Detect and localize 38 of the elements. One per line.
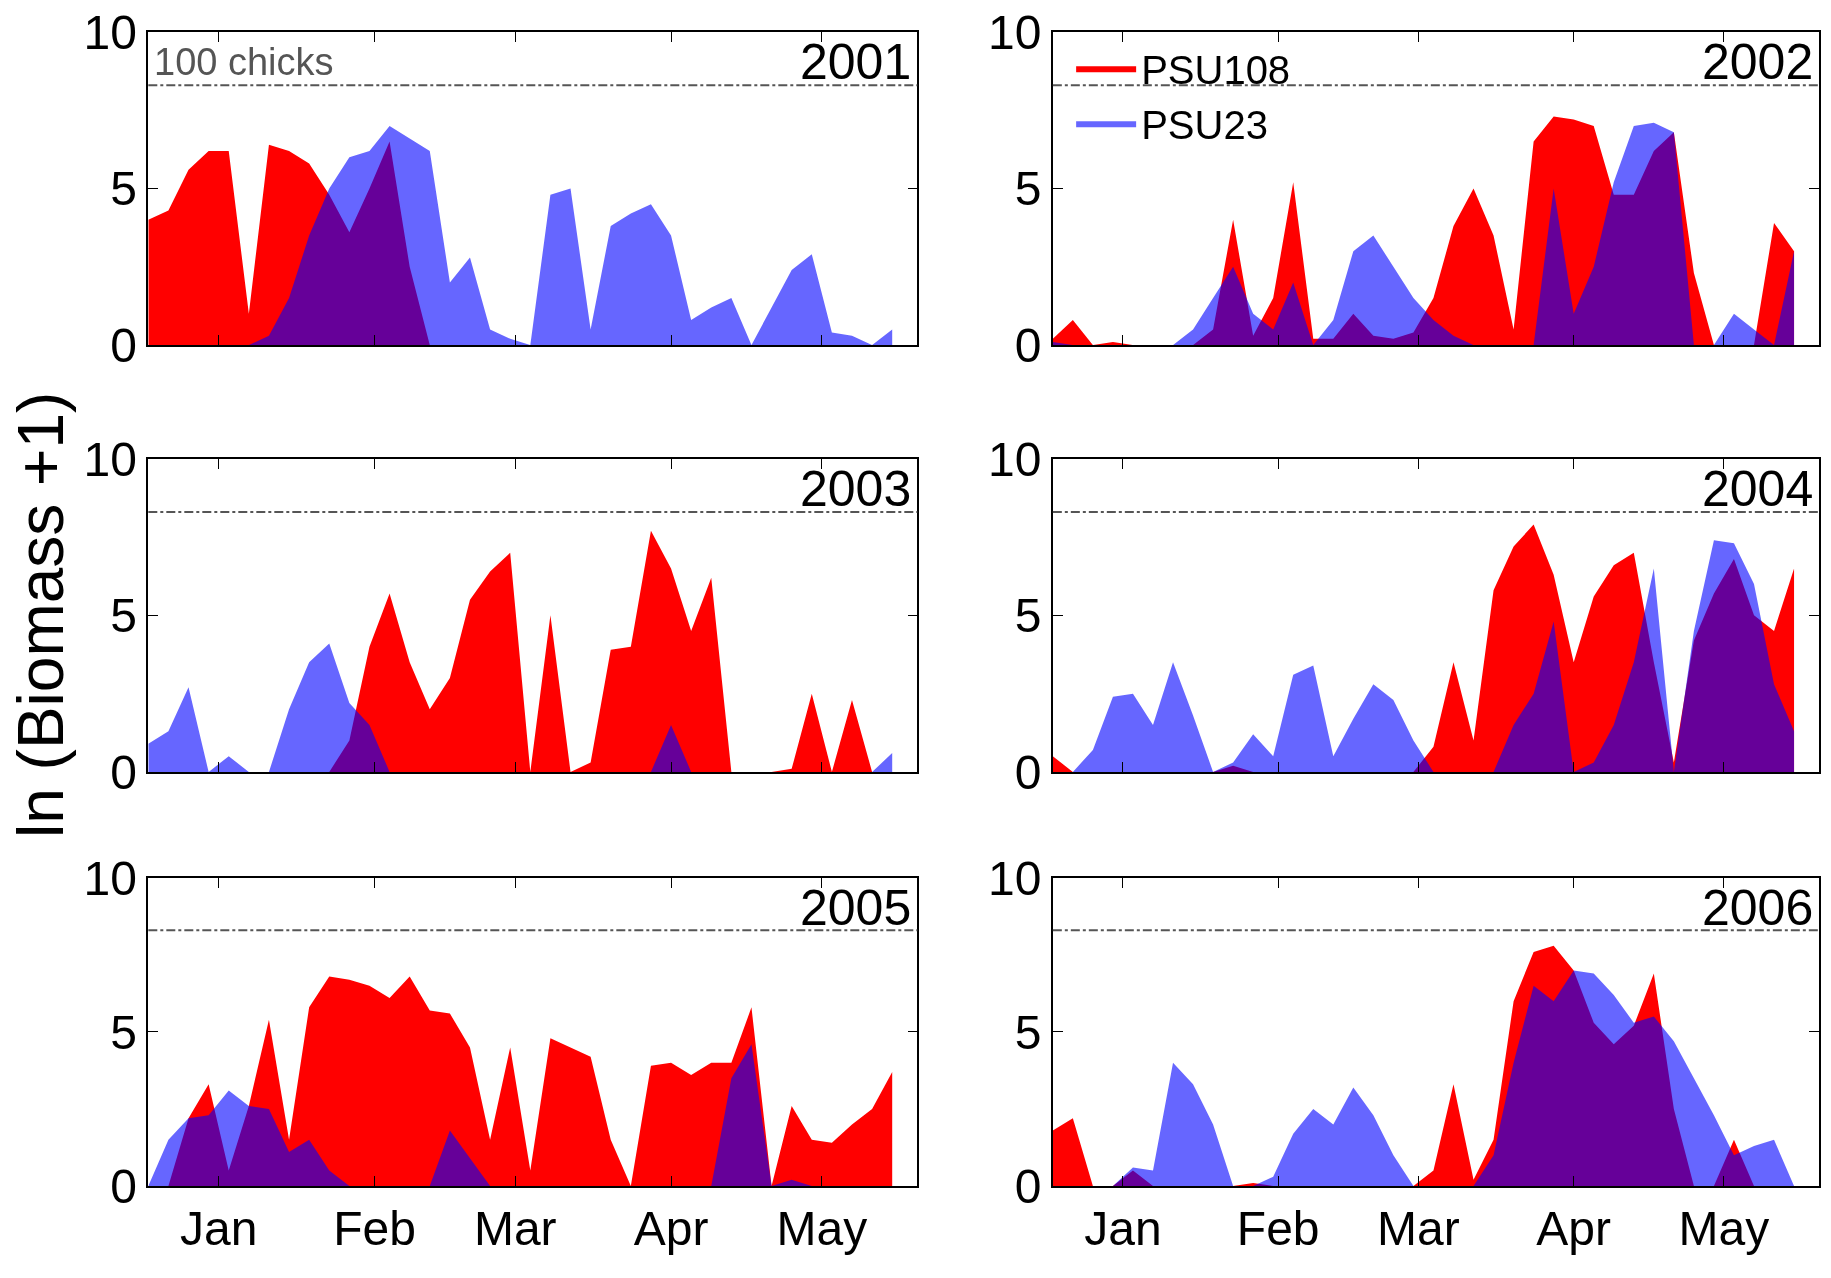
y-tick-label: 5 bbox=[110, 162, 137, 216]
chart-title: 2001 bbox=[800, 34, 912, 90]
y-tick-label: 5 bbox=[1014, 589, 1042, 643]
ref-line-label: 100 chicks bbox=[154, 41, 334, 83]
y-tick-label: 0 bbox=[110, 318, 137, 372]
y-tick-label: 10 bbox=[988, 5, 1042, 59]
y-tick-label: 0 bbox=[110, 1159, 137, 1213]
y-tick-label: 0 bbox=[1014, 318, 1042, 372]
y-tick-label: 0 bbox=[1014, 1159, 1042, 1213]
y-tick-label: 5 bbox=[1014, 162, 1042, 216]
x-tick-label: May bbox=[776, 1202, 868, 1256]
y-tick-label: 5 bbox=[110, 1005, 137, 1059]
y-tick-label: 0 bbox=[110, 745, 137, 799]
x-tick-label: Jan bbox=[1084, 1202, 1162, 1256]
x-tick-label: Feb bbox=[333, 1202, 416, 1256]
chart-title: 2006 bbox=[1702, 880, 1814, 936]
y-tick-label: 5 bbox=[1014, 1005, 1042, 1059]
legend-label: PSU108 bbox=[1141, 47, 1291, 92]
x-tick-label: May bbox=[1678, 1202, 1770, 1256]
y-tick-label: 0 bbox=[1014, 745, 1042, 799]
x-tick-label: Mar bbox=[1377, 1202, 1460, 1256]
y-tick-label: 10 bbox=[83, 432, 137, 486]
y-tick-label: 5 bbox=[110, 589, 137, 643]
y-axis-title: ln (Biomass +1) bbox=[5, 391, 78, 839]
x-tick-label: Feb bbox=[1236, 1202, 1320, 1256]
chart-title: 2003 bbox=[800, 461, 912, 517]
chart-title: 2004 bbox=[1702, 461, 1814, 517]
x-tick-label: Apr bbox=[1536, 1202, 1612, 1256]
y-tick-label: 10 bbox=[988, 851, 1042, 905]
y-tick-label: 10 bbox=[83, 5, 137, 59]
x-tick-label: Jan bbox=[179, 1202, 258, 1256]
y-tick-label: 10 bbox=[988, 432, 1042, 486]
chart-title: 2005 bbox=[800, 880, 912, 936]
y-tick-label: 10 bbox=[83, 851, 137, 905]
x-tick-label: Apr bbox=[633, 1202, 709, 1256]
legend-label: PSU23 bbox=[1141, 102, 1268, 147]
chart-title: 2002 bbox=[1702, 34, 1814, 90]
x-tick-label: Mar bbox=[473, 1202, 557, 1256]
